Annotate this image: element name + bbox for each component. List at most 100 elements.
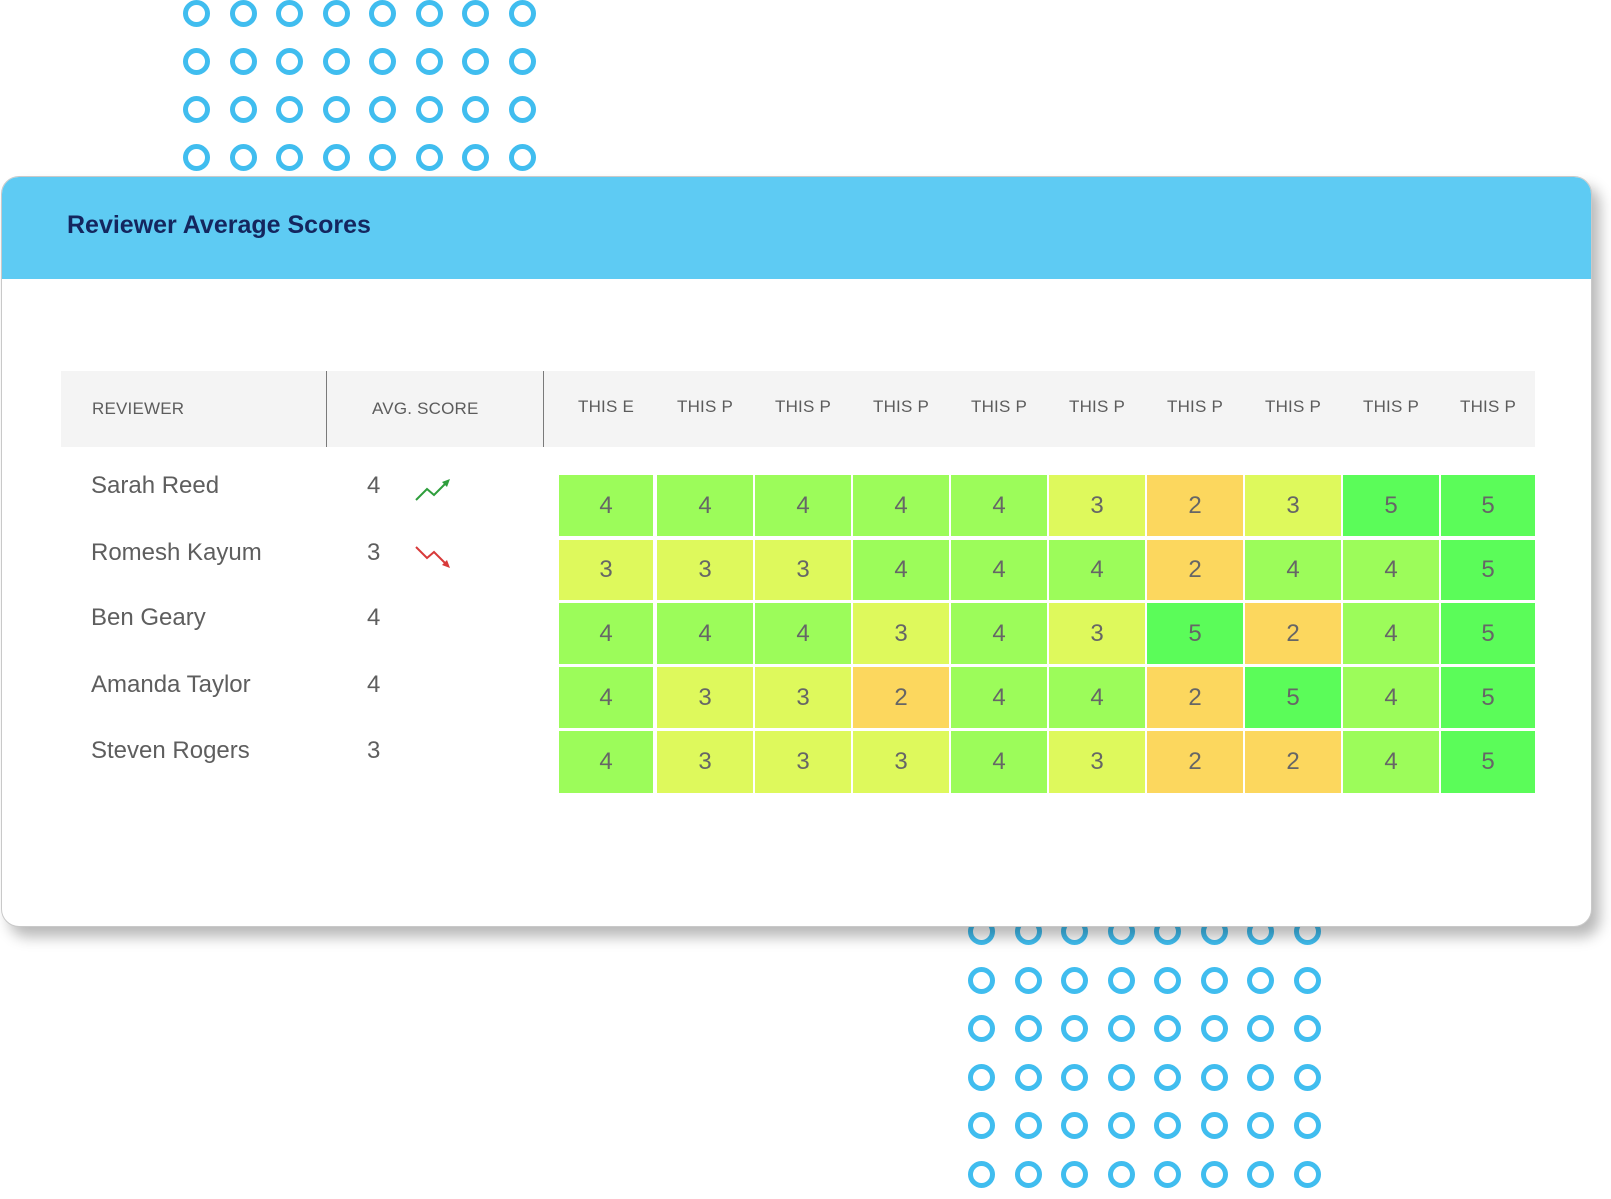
- circle-ring-icon: [369, 0, 396, 27]
- heatmap-cell: 3: [755, 731, 851, 793]
- circle-ring-icon: [1200, 1112, 1228, 1139]
- heatmap-cell: 5: [1343, 475, 1439, 536]
- heatmap-cell: 4: [951, 540, 1047, 600]
- circle-ring-icon: [508, 96, 536, 123]
- circle-ring-icon: [1154, 1112, 1181, 1139]
- heatmap-cell: 3: [755, 540, 851, 600]
- heatmap-cell: 4: [951, 731, 1047, 793]
- circle-ring-icon: [369, 48, 396, 75]
- circle-ring-icon: [415, 48, 443, 75]
- reviewer-name[interactable]: Romesh Kayum: [91, 539, 262, 566]
- circle-ring-icon: [508, 144, 536, 171]
- heatmap-cell: 3: [853, 731, 949, 793]
- circle-ring-icon: [369, 96, 396, 123]
- heatmap-cell: 2: [1245, 603, 1341, 664]
- circle-ring-icon: [369, 144, 396, 171]
- decorative-dot-grid-top: [183, 0, 553, 190]
- heatmap-cell: 2: [1147, 540, 1243, 600]
- heatmap-cell: 4: [1343, 667, 1439, 728]
- heatmap-cell: 5: [1147, 603, 1243, 664]
- reviewer-name[interactable]: Sarah Reed: [91, 472, 220, 499]
- reviewer-name[interactable]: Ben Geary: [91, 604, 206, 631]
- circle-ring-icon: [1107, 1063, 1135, 1091]
- circle-ring-icon: [229, 144, 257, 171]
- circle-ring-icon: [322, 0, 350, 27]
- heatmap-cell: 3: [1049, 731, 1145, 793]
- heatmap-cell: 4: [1343, 540, 1439, 600]
- column-header-period: THIS P: [677, 397, 733, 416]
- heatmap-cell: 2: [1147, 731, 1243, 793]
- column-divider: [326, 371, 327, 447]
- circle-ring-icon: [1293, 1063, 1321, 1091]
- card-header: Reviewer Average Scores: [2, 177, 1591, 279]
- heatmap-cell: 3: [1049, 603, 1145, 664]
- circle-ring-icon: [1247, 1063, 1274, 1091]
- circle-ring-icon: [1061, 966, 1088, 994]
- heatmap-cell: 3: [853, 603, 949, 664]
- column-header-period: THIS P: [1363, 397, 1419, 416]
- card-title: Reviewer Average Scores: [67, 211, 371, 239]
- column-header-period: THIS P: [873, 397, 929, 416]
- heatmap-cell: 4: [951, 667, 1047, 728]
- circle-ring-icon: [968, 966, 995, 994]
- circle-ring-icon: [1014, 1160, 1042, 1188]
- circle-ring-icon: [322, 96, 350, 123]
- column-header-period: THIS P: [1265, 397, 1321, 416]
- column-header-reviewer: REVIEWER: [92, 399, 185, 418]
- heatmap-cell: 5: [1441, 603, 1535, 664]
- heatmap-cell: 4: [1049, 540, 1145, 600]
- circle-ring-icon: [1200, 1160, 1228, 1188]
- circle-ring-icon: [322, 144, 350, 171]
- reviewer-avg-score: 3: [367, 539, 381, 566]
- circle-ring-icon: [1014, 1112, 1042, 1139]
- column-header-period: THIS P: [971, 397, 1027, 416]
- circle-ring-icon: [183, 96, 210, 123]
- circle-ring-icon: [415, 0, 443, 27]
- heatmap-cell: 3: [1245, 475, 1341, 536]
- column-header-period: THIS P: [1069, 397, 1125, 416]
- heatmap-cell: 4: [559, 667, 653, 728]
- circle-ring-icon: [1014, 1063, 1042, 1091]
- heatmap-cell: 3: [755, 667, 851, 728]
- circle-ring-icon: [462, 48, 489, 75]
- column-header-period: THIS P: [1460, 397, 1516, 416]
- heatmap-cell: 4: [951, 603, 1047, 664]
- circle-ring-icon: [322, 48, 350, 75]
- reviewer-name[interactable]: Amanda Taylor: [91, 671, 251, 698]
- heatmap-cell: 2: [1245, 731, 1341, 793]
- heatmap-cell: 4: [559, 731, 653, 793]
- circle-ring-icon: [1200, 1063, 1228, 1091]
- circle-ring-icon: [276, 96, 303, 123]
- heatmap-cell: 3: [1049, 475, 1145, 536]
- circle-ring-icon: [1154, 1160, 1181, 1188]
- heatmap-cell: 2: [1147, 475, 1243, 536]
- circle-ring-icon: [1293, 966, 1321, 994]
- circle-ring-icon: [462, 144, 489, 171]
- circle-ring-icon: [968, 1112, 995, 1139]
- heatmap-cell: 4: [755, 475, 851, 536]
- heatmap-cell: 5: [1441, 667, 1535, 728]
- reviewer-name[interactable]: Steven Rogers: [91, 737, 250, 764]
- circle-ring-icon: [229, 0, 257, 27]
- circle-ring-icon: [508, 48, 536, 75]
- circle-ring-icon: [508, 0, 536, 27]
- column-header-period: THIS P: [775, 397, 831, 416]
- heatmap-cell: 3: [559, 540, 653, 600]
- circle-ring-icon: [968, 1063, 995, 1091]
- circle-ring-icon: [276, 0, 303, 27]
- column-header-avg-score: AVG. SCORE: [372, 399, 479, 418]
- circle-ring-icon: [462, 96, 489, 123]
- table-header: REVIEWER AVG. SCORE THIS E THIS P THIS P TH…: [61, 371, 1535, 447]
- circle-ring-icon: [276, 48, 303, 75]
- circle-ring-icon: [1293, 1015, 1321, 1042]
- circle-ring-icon: [1154, 1015, 1181, 1042]
- column-divider: [543, 371, 544, 447]
- circle-ring-icon: [183, 144, 210, 171]
- circle-ring-icon: [1061, 1112, 1088, 1139]
- circle-ring-icon: [1154, 1063, 1181, 1091]
- decorative-dot-grid-bottom: [968, 918, 1338, 1199]
- circle-ring-icon: [1200, 1015, 1228, 1042]
- circle-ring-icon: [1107, 966, 1135, 994]
- heatmap-cell: 4: [559, 603, 653, 664]
- trending-down-icon: [414, 543, 452, 571]
